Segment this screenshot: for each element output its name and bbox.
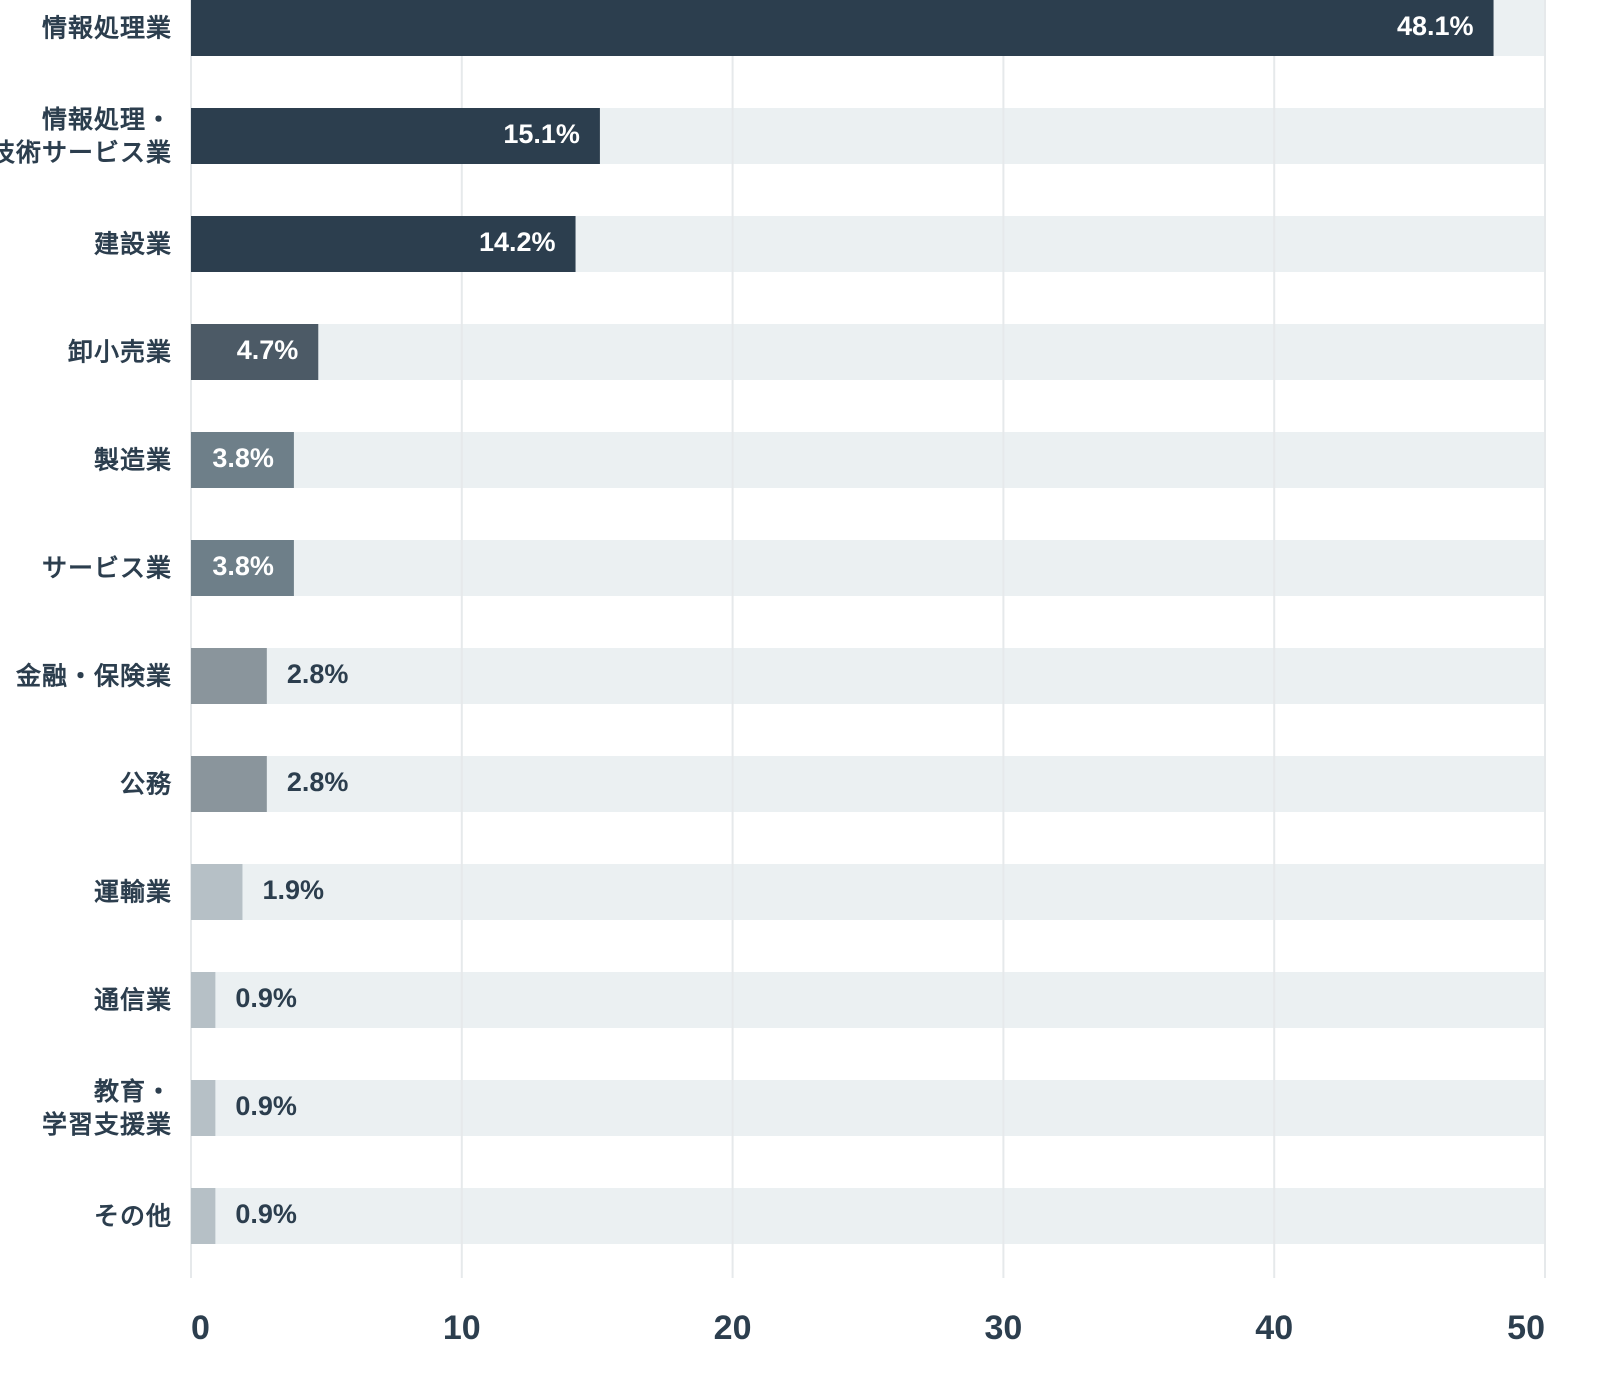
bar	[191, 1188, 216, 1244]
category-label: 情報処理・ 技術サービス業	[0, 105, 172, 167]
bar	[191, 216, 576, 272]
category-label: その他	[93, 1201, 172, 1231]
track	[191, 324, 1545, 380]
track	[191, 1188, 1545, 1244]
x-tick-label: 30	[984, 1309, 1022, 1347]
value-label: 1.9%	[262, 875, 324, 905]
category-label: 卸小売業	[67, 337, 172, 367]
category-label: 運輸業	[93, 877, 172, 907]
value-label: 48.1%	[1397, 11, 1474, 41]
track	[191, 972, 1545, 1028]
track	[191, 540, 1545, 596]
category-label: 通信業	[93, 985, 172, 1015]
value-label: 3.8%	[212, 443, 274, 473]
value-label: 3.8%	[212, 551, 274, 581]
bar	[191, 756, 267, 812]
value-label: 15.1%	[503, 119, 580, 149]
bar	[191, 324, 319, 380]
value-label: 0.9%	[235, 1199, 297, 1229]
x-tick-label: 20	[714, 1309, 752, 1347]
bar	[191, 1080, 216, 1136]
x-tick-label: 50	[1507, 1309, 1545, 1347]
category-label: 金融・保険業	[15, 661, 172, 691]
bar	[191, 972, 216, 1028]
bar	[191, 540, 294, 596]
x-tick-label: 0	[191, 1309, 210, 1347]
category-label: 建設業	[93, 229, 172, 259]
bar	[191, 432, 294, 488]
x-tick-label: 10	[443, 1309, 481, 1347]
track	[191, 1080, 1545, 1136]
category-label: 製造業	[93, 445, 172, 475]
value-label: 4.7%	[237, 335, 299, 365]
track	[191, 648, 1545, 704]
bar	[191, 0, 1494, 56]
bar	[191, 108, 600, 164]
x-tick-label: 40	[1255, 1309, 1293, 1347]
value-label: 0.9%	[235, 1091, 297, 1121]
track	[191, 432, 1545, 488]
category-label: 公務	[119, 769, 172, 799]
category-label: サービス業	[41, 553, 172, 583]
bar	[191, 648, 267, 704]
bar	[191, 864, 243, 920]
track	[191, 756, 1545, 812]
value-label: 14.2%	[479, 227, 556, 257]
category-label: 情報処理業	[41, 13, 172, 43]
value-label: 2.8%	[287, 767, 349, 797]
track	[191, 864, 1545, 920]
category-label: 教育・ 学習支援業	[41, 1077, 172, 1139]
value-label: 0.9%	[235, 983, 297, 1013]
value-label: 2.8%	[287, 659, 349, 689]
